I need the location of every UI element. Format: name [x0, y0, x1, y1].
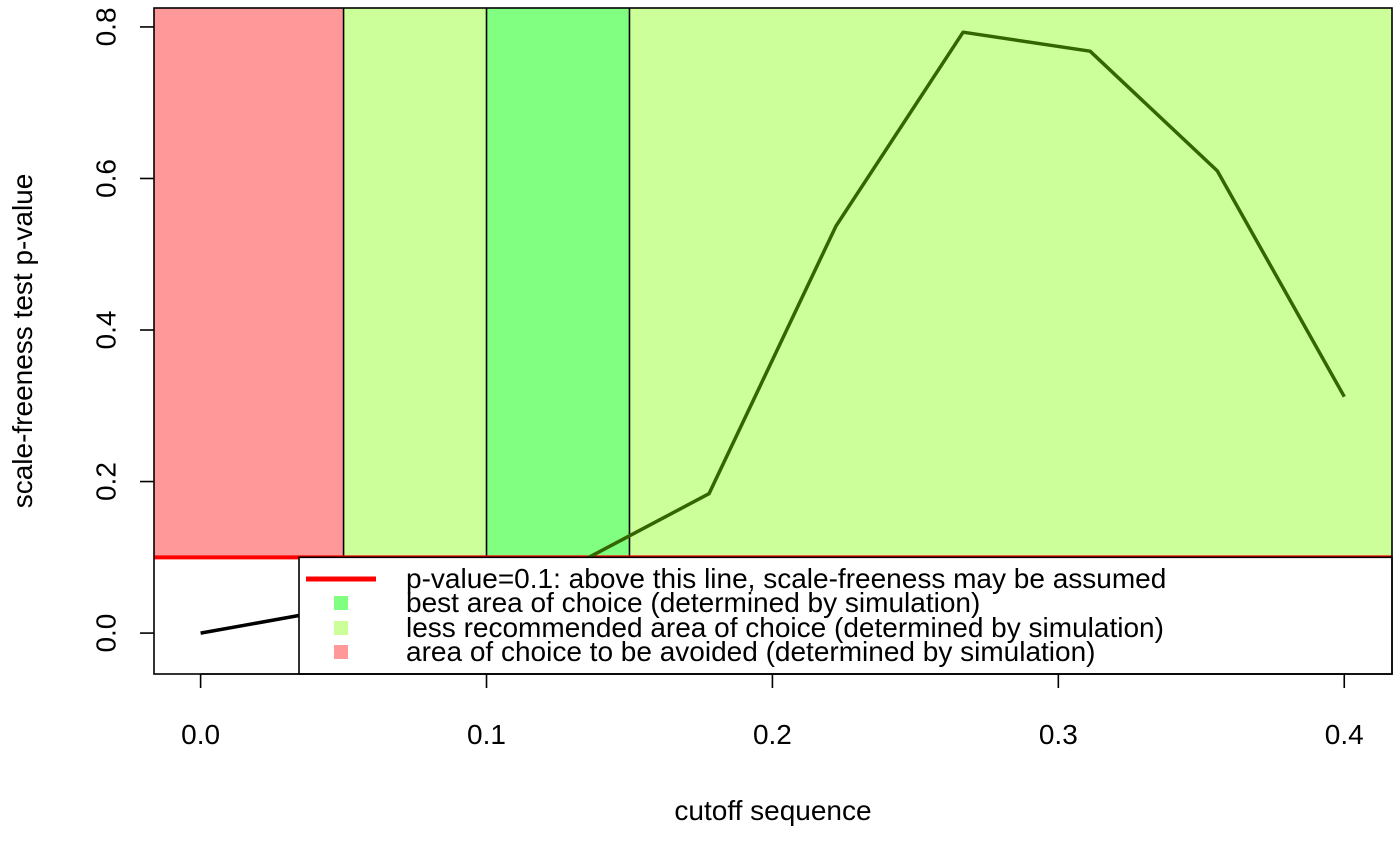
legend-label: best area of choice (determined by simul… — [406, 587, 980, 618]
y-tick-label: 0.6 — [90, 159, 121, 198]
legend-square-swatch — [334, 596, 348, 610]
legend-box — [298, 556, 1393, 675]
x-tick-label: 0.4 — [1325, 719, 1364, 750]
region-best-2 — [486, 8, 630, 558]
x-axis: 0.0 0.1 0.2 0.3 0.4 — [181, 673, 1364, 750]
regions — [154, 8, 1392, 558]
y-tick-label: 0.8 — [90, 7, 121, 46]
region-less-3 — [629, 8, 1392, 558]
legend-label: p-value=0.1: above this line, scale-free… — [406, 563, 1166, 594]
y-tick-label: 0.2 — [90, 462, 121, 501]
legend-square-swatch — [334, 645, 348, 659]
y-axis: 0.0 0.2 0.4 0.6 0.8 — [90, 7, 154, 653]
x-tick-label: 0.1 — [467, 719, 506, 750]
x-tick-label: 0.0 — [181, 719, 220, 750]
region-avoid-0 — [154, 8, 344, 558]
y-tick-label: 0.4 — [90, 311, 121, 350]
x-axis-label: cutoff sequence — [674, 795, 871, 826]
legend: p-value=0.1: above this line, scale-free… — [298, 556, 1393, 675]
legend-label: area of choice to be avoided (determined… — [406, 636, 1096, 667]
series-line-above-threshold — [585, 30, 1346, 558]
x-tick-label: 0.3 — [1039, 719, 1078, 750]
legend-square-swatch — [334, 621, 348, 635]
legend-label: less recommended area of choice (determi… — [406, 612, 1164, 643]
x-tick-label: 0.2 — [753, 719, 792, 750]
y-axis-label: scale-freeness test p-value — [7, 174, 38, 509]
region-less-1 — [343, 8, 487, 558]
y-tick-label: 0.0 — [90, 614, 121, 653]
